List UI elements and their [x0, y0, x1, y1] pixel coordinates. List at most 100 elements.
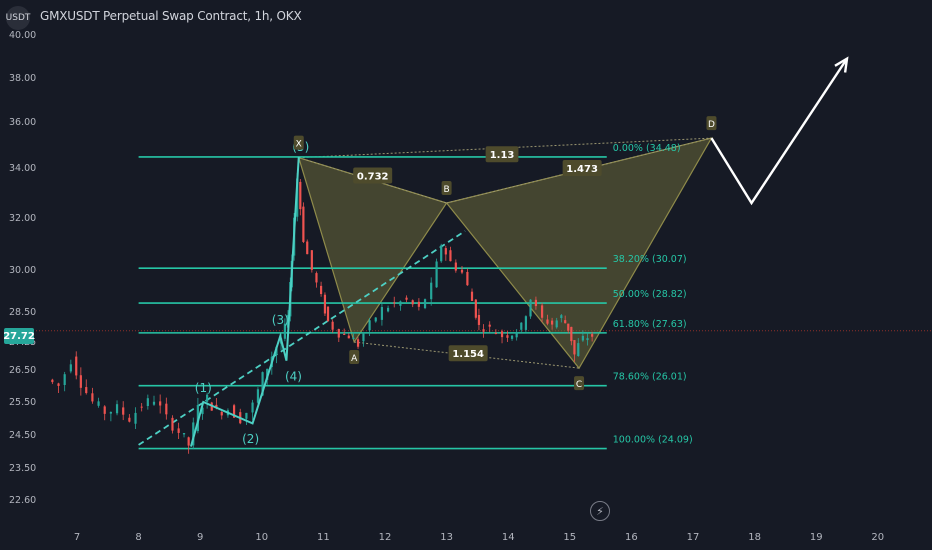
candle-body [510, 335, 514, 339]
candle-body [488, 324, 491, 327]
candle-body [520, 322, 523, 330]
y-tick-label: 40.00 [9, 30, 36, 41]
candle-body [515, 332, 518, 338]
candle-body [122, 407, 125, 415]
candle-body [399, 301, 402, 306]
lightning-icon[interactable]: ⚡ [590, 501, 610, 521]
candle-body [423, 299, 427, 309]
candle-body [550, 320, 554, 325]
x-tick-label: 18 [748, 532, 761, 543]
x-tick-label: 8 [135, 532, 141, 543]
ratio-label: 1.13 [490, 150, 515, 161]
candle-body [299, 181, 302, 210]
x-tick-label: 12 [379, 532, 392, 543]
candle-body [534, 299, 538, 307]
candle-body [103, 406, 106, 414]
symbol-badge[interactable]: USDT [6, 6, 30, 30]
candle-body [171, 417, 174, 431]
projection-arrow-head [834, 56, 849, 73]
candle-body [251, 402, 254, 413]
candle-body [315, 273, 318, 283]
trend-line[interactable] [138, 230, 466, 446]
harmonic-point-tag [441, 181, 452, 195]
candle-body [51, 379, 54, 383]
candle-body [573, 340, 576, 355]
x-tick-label: 19 [810, 532, 823, 543]
fib-level-label: 38.20% (30.07) [613, 254, 687, 265]
y-tick-label: 28.50 [9, 307, 36, 318]
ratio-tag [562, 160, 602, 176]
x-tick-label: 17 [687, 532, 700, 543]
candle-body [182, 433, 186, 435]
x-tick-label: 10 [255, 532, 268, 543]
candle-body [500, 331, 504, 338]
candle-body [380, 307, 384, 320]
candle-body [386, 307, 390, 312]
candle-body [109, 411, 112, 414]
y-tick-label: 30.00 [9, 265, 36, 276]
ratio-tag [448, 345, 488, 362]
candle-body [69, 364, 72, 372]
candle-body [337, 329, 340, 338]
candle-body [187, 437, 190, 446]
candle-body [581, 335, 584, 341]
candle-body [152, 401, 156, 405]
candle-body [506, 335, 509, 338]
ratio-label: 1.154 [452, 349, 484, 360]
x-tick-label: 13 [440, 532, 453, 543]
candle-body [470, 291, 474, 301]
candle-body [165, 403, 168, 415]
candle-body [494, 332, 497, 334]
candle-body [356, 339, 360, 347]
harmonic-point-label: A [351, 354, 358, 364]
harmonic-point-label: D [708, 120, 715, 130]
fib-level-label: 78.60% (26.01) [613, 372, 687, 383]
ratio-label: 1.473 [566, 164, 598, 175]
candle-body [482, 329, 485, 332]
candle-body [232, 405, 236, 418]
candle-body [256, 389, 260, 403]
candle-body [331, 321, 334, 330]
candle-body [97, 401, 100, 406]
candle-body [347, 335, 350, 339]
candle-body [560, 315, 563, 319]
candle-body [91, 393, 94, 402]
x-tick-label: 7 [74, 532, 80, 543]
candle-body [460, 269, 464, 273]
candle-body [323, 294, 327, 314]
candle-body [564, 320, 567, 324]
candle-body [454, 262, 457, 271]
last-price-label: 27.72 [3, 328, 35, 344]
harmonic-point-label: B [444, 185, 450, 195]
harmonic-point-tag [706, 116, 717, 131]
candle-body [206, 394, 209, 402]
elliott-wave-line[interactable] [189, 156, 300, 447]
ratio-label: 0.732 [357, 172, 389, 183]
candle-body [134, 412, 137, 424]
candle-body [577, 343, 580, 356]
candle-body [201, 407, 204, 415]
x-tick-label: 14 [502, 532, 515, 543]
candle-body [567, 323, 570, 331]
projection-arrow[interactable] [710, 57, 849, 206]
candle-body [63, 374, 66, 385]
candle-body [57, 383, 60, 386]
candle-body [374, 317, 377, 322]
candle-body [79, 375, 82, 388]
candle-body [159, 401, 162, 406]
candle-body [215, 404, 218, 409]
x-tick-label: 9 [197, 532, 203, 543]
harmonic-point-tag [574, 376, 585, 391]
harmonic-point-label: X [296, 140, 302, 150]
y-tick-label: 23.50 [9, 463, 36, 474]
candle-body [477, 314, 481, 325]
y-tick-label: 32.00 [9, 213, 36, 224]
y-tick-label: 26.50 [9, 365, 36, 376]
candle-body [352, 337, 355, 340]
fib-level-label: 0.00% (34.48) [613, 143, 681, 154]
candle-body [319, 285, 323, 295]
candle-body [474, 299, 477, 318]
candle-body [440, 245, 443, 262]
harmonic-ratio-line [298, 137, 712, 159]
